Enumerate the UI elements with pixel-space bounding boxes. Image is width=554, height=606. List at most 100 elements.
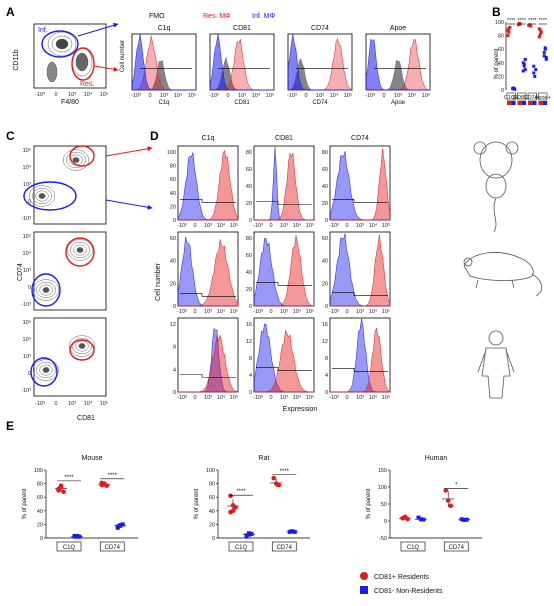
panel-c-ytick: 0 — [28, 371, 31, 377]
inf-histogram — [209, 33, 274, 91]
d-xtick: 10⁴ — [369, 222, 378, 229]
panel-e-ylabel: % of parent — [194, 488, 200, 519]
d-ytick: 60 — [246, 253, 252, 259]
panel-a-xtick: 10⁴ — [84, 91, 93, 98]
res-point — [529, 24, 533, 28]
hist-xlabel-apoe: Apoe — [391, 100, 406, 106]
panel-b-ytick: 100 — [495, 20, 504, 26]
hist-xtick: 10⁵ — [266, 92, 274, 99]
resident-point — [443, 488, 449, 493]
contour-ring — [39, 364, 53, 376]
panel-c-xtick: 10⁵ — [100, 400, 108, 407]
panel-label-d: D — [150, 129, 159, 143]
d-xtick: 0 — [193, 223, 196, 229]
inf-point — [542, 54, 546, 58]
d-xtick: 10³ — [356, 395, 364, 401]
panel-e-ytick: -50 — [379, 536, 387, 542]
legend-res: Res. MΦ — [203, 13, 231, 20]
res-point — [507, 30, 511, 34]
category-box — [99, 541, 125, 552]
d-xtick: 10⁴ — [369, 308, 378, 315]
resident-point — [233, 505, 238, 510]
inf-point — [533, 74, 537, 78]
panel-a-legend: FMO Res. MΦ Inf. MΦ — [149, 13, 276, 20]
panel-d-xlabel: Expression — [283, 406, 318, 413]
panel-e-ytick: 40 — [37, 509, 43, 515]
d-xtick: 10⁵ — [230, 308, 238, 315]
inf-point — [532, 64, 536, 68]
panel-e-ylabel: % of parent — [22, 488, 28, 519]
d-ytick: 4 — [325, 373, 328, 379]
res-histogram — [330, 327, 391, 393]
res-swatch — [528, 101, 533, 105]
d-xtick: -10³ — [177, 223, 187, 229]
inf-point — [522, 62, 526, 66]
d-ytick: 60 — [170, 177, 176, 183]
resident-point — [228, 493, 233, 499]
d-ytick: 0 — [173, 304, 176, 310]
d-xtick: 0 — [269, 309, 272, 315]
panel-e-ytick: 100 — [206, 468, 215, 474]
panel-d-col-title: C1q — [202, 135, 215, 142]
d-xtick: 10³ — [356, 223, 364, 229]
panel-b-ylabel: % of parent — [494, 48, 500, 79]
panel-label-c: C — [6, 129, 15, 143]
panel-e-ytick: 40 — [209, 509, 215, 515]
panel-e-ytick: 150 — [378, 468, 387, 474]
nonresident-point — [287, 529, 292, 534]
group-box — [538, 92, 548, 101]
d-ytick: 12 — [322, 339, 328, 345]
d-ytick: 20 — [322, 201, 328, 207]
d-ytick: 8 — [173, 345, 176, 351]
hist-xtick: 10⁵ — [344, 92, 352, 99]
panel-a-xticks: -10³ 0 10³ 10⁴ 10⁵ — [35, 91, 108, 98]
nonresident-point — [247, 531, 251, 536]
nonresident-point — [244, 534, 249, 539]
gate-line — [256, 201, 312, 205]
inf-label: Inf. — [38, 27, 48, 34]
d-xtick: 10⁵ — [306, 308, 314, 315]
nonresident-point — [115, 524, 120, 529]
contour-ring — [36, 281, 56, 299]
gate-line — [332, 198, 388, 203]
gate-line — [180, 198, 236, 203]
nonresident-point — [462, 517, 467, 522]
d-xtick: 10⁵ — [306, 394, 314, 401]
panel-c-xtick: 10³ — [68, 401, 76, 407]
d-ytick: 40 — [246, 270, 252, 276]
d-ytick: 20 — [246, 201, 252, 207]
contour-ring — [32, 187, 52, 205]
d-xtick: -10³ — [253, 309, 263, 315]
inf-point — [511, 87, 515, 91]
panel-e-title: Mouse — [81, 455, 102, 462]
inf-point — [522, 64, 526, 68]
res-point — [538, 28, 542, 32]
d-ytick: 12 — [246, 339, 252, 345]
panel-b-group-label: C1Q+ — [504, 95, 519, 101]
d-ytick: 40 — [170, 191, 176, 197]
hist-title-c1q: C1q — [158, 25, 171, 32]
res-histogram — [254, 330, 314, 393]
panel-c-ylabel: CD74 — [17, 263, 24, 281]
inf-gate — [31, 273, 61, 307]
sig-stars: **** — [64, 475, 74, 481]
contour-frame — [33, 231, 107, 311]
d-ytick: 20 — [170, 204, 176, 210]
inf-point — [513, 87, 517, 91]
panel-a-xtick: 10³ — [68, 92, 76, 98]
d-xtick: 10⁵ — [230, 394, 238, 401]
res-histogram — [178, 334, 239, 393]
hist-xtick: -10³ — [365, 93, 375, 99]
d-ytick: 0 — [249, 390, 252, 396]
hist-xtick: 10³ — [394, 93, 402, 99]
panel-e-ytick: 100 — [378, 485, 387, 491]
rat-icon — [463, 252, 543, 297]
hist-title-cd74: CD74 — [311, 25, 329, 32]
panel-d-histogram-grid: Cell number Expression C1q CD81 CD74020406… — [155, 135, 391, 413]
panel-c-ytick: -10³ — [21, 216, 31, 222]
panel-b-ytick: 20 — [498, 74, 504, 80]
hist-xtick: 10³ — [238, 93, 246, 99]
hist-xtick: 10⁴ — [408, 92, 417, 99]
panel-e-category: CD74 — [449, 545, 465, 551]
